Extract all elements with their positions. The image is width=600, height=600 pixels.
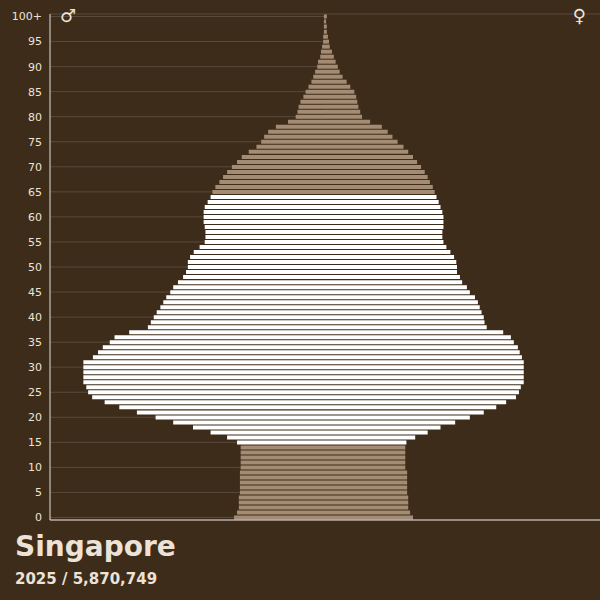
svg-text:55: 55 [28, 236, 42, 249]
svg-text:5: 5 [35, 486, 42, 499]
svg-text:85: 85 [28, 86, 42, 99]
svg-text:100+: 100+ [12, 10, 42, 23]
svg-text:80: 80 [28, 111, 42, 124]
svg-text:45: 45 [28, 286, 42, 299]
svg-text:20: 20 [28, 411, 42, 424]
svg-text:60: 60 [28, 211, 42, 224]
svg-text:70: 70 [28, 161, 42, 174]
svg-text:15: 15 [28, 436, 42, 449]
svg-text:50: 50 [28, 261, 42, 274]
svg-text:40: 40 [28, 311, 42, 324]
svg-text:65: 65 [28, 186, 42, 199]
svg-text:75: 75 [28, 136, 42, 149]
svg-text:90: 90 [28, 61, 42, 74]
html-text:2025 / 5,870,749: 2025 / 5,870,749 [15, 570, 158, 588]
svg-text:0: 0 [35, 511, 42, 522]
svg-text:10: 10 [28, 461, 42, 474]
svg-text:30: 30 [28, 361, 42, 374]
svg-text:25: 25 [28, 386, 42, 399]
svg-text:35: 35 [28, 336, 42, 349]
svg-text:95: 95 [28, 35, 42, 48]
html-text:Singapore: Singapore [15, 530, 176, 563]
